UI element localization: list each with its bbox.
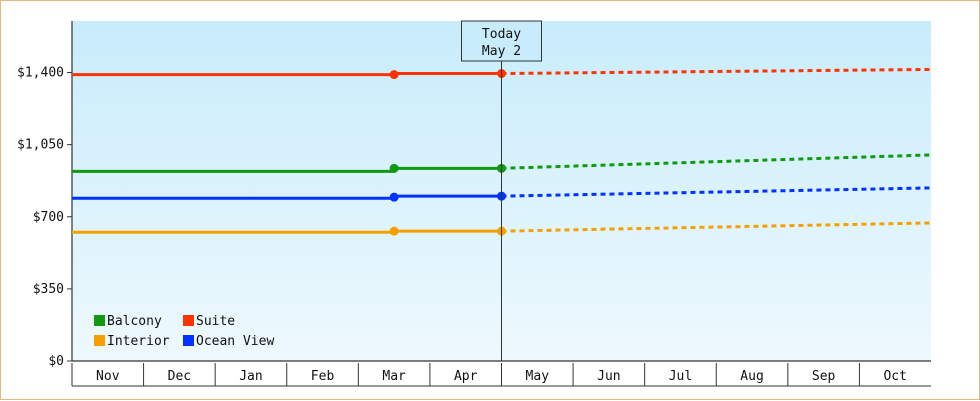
series-line-interior [72,229,502,234]
x-tick-label: Sep [812,369,836,384]
x-tick-label: Mar [382,369,406,384]
today-box [461,20,542,62]
legend-swatch-interior [94,335,105,346]
x-tick-label: Feb [311,369,335,384]
y-tick-label: $0 [48,354,64,369]
legend-swatch-ocean-view [183,335,194,346]
data-point-interior [389,226,399,236]
x-tick-label: Jun [597,369,620,384]
data-point-balcony [389,163,399,173]
legend-label-balcony: Balcony [107,314,162,329]
y-tick-label: $350 [33,282,64,297]
y-tick-label: $1,400 [17,66,64,81]
x-tick-label: Nov [96,369,120,384]
data-point-suite [389,70,399,80]
x-tick-label: Jul [669,369,692,384]
data-point-ocean-view [389,192,399,202]
legend-label-ocean-view: Ocean View [196,334,274,349]
today-label: Today [482,27,521,42]
legend-swatch-balcony [94,315,105,326]
x-tick-label: May [526,369,550,384]
x-tick-label: Aug [740,369,763,384]
today-date: May 2 [482,44,521,59]
x-tick-label: Jan [239,369,262,384]
legend-label-suite: Suite [196,314,235,329]
y-tick-label: $700 [33,210,64,225]
x-tick-label: Dec [168,369,191,384]
series-line-suite [72,72,502,77]
y-tick-label: $1,050 [17,138,64,153]
legend-label-interior: Interior [107,334,170,349]
x-tick-label: Apr [454,369,478,384]
x-tick-label: Oct [883,369,906,384]
legend-swatch-suite [183,315,194,326]
